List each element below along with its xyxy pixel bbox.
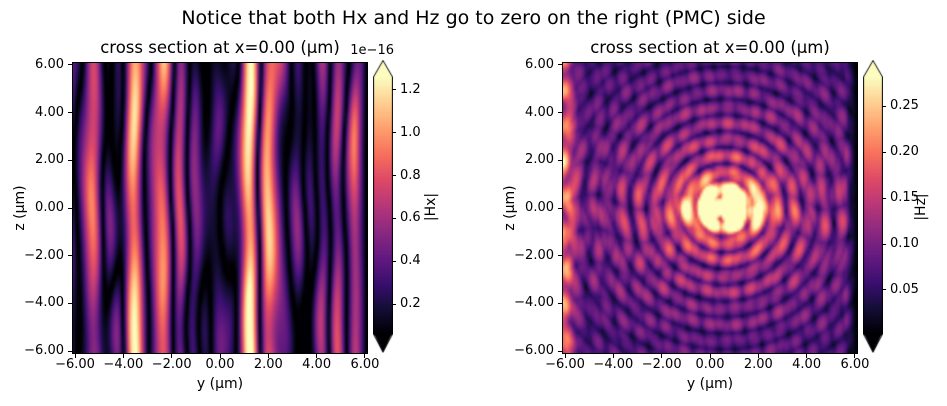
y-tick-mark <box>68 207 72 209</box>
x-tick-mark <box>267 354 269 358</box>
y-tick-label: −4.00 <box>514 295 554 311</box>
colorbar-tick-mark <box>882 105 886 107</box>
colorbar-tick-label: 1.0 <box>400 124 421 140</box>
subplot-hx-axes <box>72 62 368 354</box>
y-tick-label: 4.00 <box>35 104 64 120</box>
y-tick-mark <box>68 112 72 114</box>
colorbar-tick-label: 0.2 <box>400 296 421 312</box>
y-tick-mark <box>558 302 562 304</box>
x-tick-label: 2.00 <box>253 357 283 372</box>
subplot-hx-title: cross section at x=0.00 (μm) <box>100 38 340 57</box>
colorbar-tick-label: 0.8 <box>400 167 421 183</box>
y-tick-mark <box>68 159 72 161</box>
y-tick-label: 6.00 <box>35 56 64 72</box>
x-tick-label: −4.00 <box>593 357 634 372</box>
y-tick-mark <box>68 255 72 257</box>
x-tick-mark <box>806 354 808 358</box>
colorbar-tick-label: 0.25 <box>890 98 919 114</box>
x-tick-label: 6.00 <box>840 357 870 372</box>
y-tick-label: −6.00 <box>514 343 554 359</box>
hx-colorbar <box>373 60 393 353</box>
hz-x-axis-label: y (μm) <box>686 376 734 392</box>
y-tick-label: 0.00 <box>525 200 554 215</box>
x-tick-label: 0.00 <box>205 357 235 372</box>
x-tick-mark <box>564 354 566 358</box>
colorbar-tick-mark <box>392 175 396 177</box>
colorbar-tick-mark <box>882 243 886 245</box>
x-tick-mark <box>854 354 856 358</box>
colorbar-tick-mark <box>392 217 396 219</box>
colorbar-tick-label: 1.2 <box>400 81 421 97</box>
y-tick-label: −6.00 <box>24 343 64 359</box>
hx-heatmap-canvas <box>73 63 367 353</box>
colorbar-tick-mark <box>882 289 886 291</box>
x-tick-mark <box>316 354 318 358</box>
y-tick-mark <box>68 302 72 304</box>
colorbar-tick-mark <box>392 89 396 91</box>
x-tick-label: −6.00 <box>55 357 95 372</box>
colorbar-tick-label: 0.15 <box>890 190 919 206</box>
x-tick-mark <box>171 354 173 358</box>
y-tick-label: 4.00 <box>525 104 554 120</box>
hx-colorbar-label: |Hx| <box>423 192 439 222</box>
x-tick-label: −6.00 <box>545 357 585 372</box>
hx-colorbar-offset-text: 1e−16 <box>350 43 394 58</box>
x-tick-mark <box>122 354 124 358</box>
colorbar-tick-mark <box>392 260 396 262</box>
y-tick-mark <box>558 350 562 352</box>
y-tick-mark <box>558 207 562 209</box>
colorbar-tick-label: 0.05 <box>890 281 919 297</box>
colorbar-tick-label: 0.10 <box>890 236 919 252</box>
colorbar-tick-mark <box>882 197 886 199</box>
subplot-hz-title: cross section at x=0.00 (μm) <box>590 38 830 57</box>
y-tick-label: −4.00 <box>24 295 64 311</box>
y-tick-label: 0.00 <box>35 200 64 215</box>
colorbar-tick-label: 0.20 <box>890 144 919 160</box>
x-tick-mark <box>219 354 221 358</box>
x-tick-label: 4.00 <box>792 357 822 372</box>
x-tick-mark <box>661 354 663 358</box>
x-tick-mark <box>364 354 366 358</box>
x-tick-label: 2.00 <box>743 357 773 372</box>
y-tick-mark <box>68 350 72 352</box>
y-tick-mark <box>68 64 72 66</box>
x-tick-mark <box>612 354 614 358</box>
hz-heatmap-canvas <box>563 63 857 353</box>
y-tick-label: 2.00 <box>35 152 64 168</box>
x-tick-label: −2.00 <box>151 357 192 372</box>
y-tick-label: −2.00 <box>24 247 64 263</box>
x-tick-mark <box>757 354 759 358</box>
y-tick-mark <box>558 159 562 161</box>
y-tick-mark <box>558 255 562 257</box>
x-tick-label: 0.00 <box>695 357 725 372</box>
colorbar-tick-label: 0.4 <box>400 253 421 269</box>
x-tick-mark <box>74 354 76 358</box>
y-tick-label: 2.00 <box>525 152 554 168</box>
colorbar-tick-label: 0.6 <box>400 210 421 226</box>
x-tick-mark <box>709 354 711 358</box>
colorbar-tick-mark <box>392 132 396 134</box>
hz-colorbar <box>863 60 883 353</box>
y-tick-mark <box>558 112 562 114</box>
hx-x-axis-label: y (μm) <box>196 376 244 392</box>
x-tick-label: −4.00 <box>103 357 144 372</box>
x-tick-label: 4.00 <box>302 357 332 372</box>
subplot-hz-axes <box>562 62 858 354</box>
colorbar-tick-mark <box>392 303 396 305</box>
y-tick-label: 6.00 <box>525 56 554 72</box>
y-tick-mark <box>558 64 562 66</box>
x-tick-label: −2.00 <box>641 357 682 372</box>
colorbar-tick-mark <box>882 151 886 153</box>
figure-suptitle: Notice that both Hx and Hz go to zero on… <box>181 7 766 29</box>
x-tick-label: 6.00 <box>350 357 380 372</box>
y-tick-label: −2.00 <box>514 247 554 263</box>
